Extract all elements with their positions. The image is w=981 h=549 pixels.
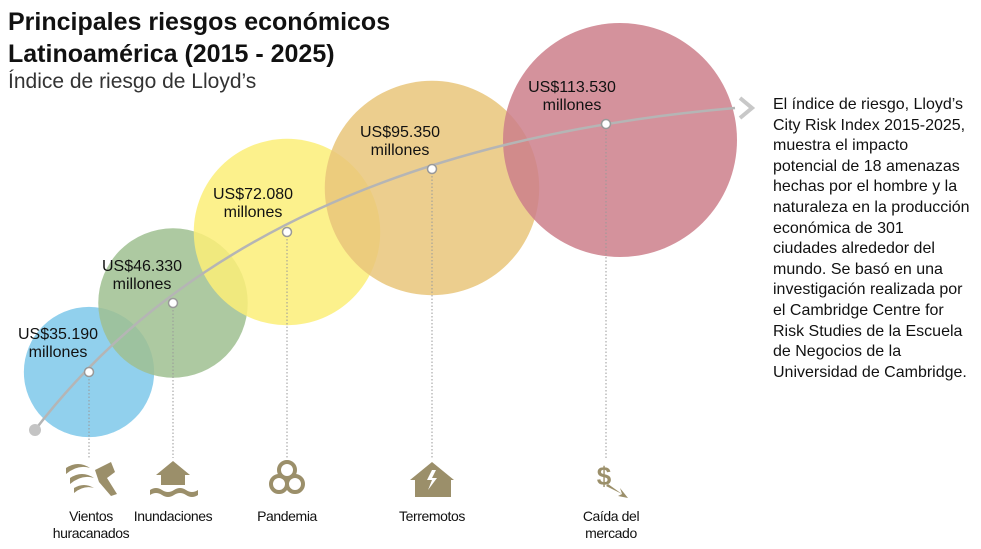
value-label: US$95.350 millones [359,124,441,159]
point [167,297,179,309]
category-label: Terremotos [398,508,466,524]
marks [83,118,612,458]
icon-biohazard [269,460,305,494]
icon-dollar: $ [597,461,612,491]
curve-start [29,424,41,436]
icons: $ [66,460,628,498]
point [83,366,95,378]
category-label: Pandemia [257,508,317,524]
note: El índice de riesgo, Lloyd’s City Risk I… [773,96,970,381]
category-label: Caída del mercado [582,508,640,541]
point [426,163,438,175]
icon-bolt [427,470,437,490]
value-label: US$72.080 millones [212,186,294,221]
icon-wind [66,462,117,496]
point [281,226,293,238]
point [600,118,612,130]
value-label: US$113.530 millones [528,79,616,114]
icon-fall [606,484,628,498]
value-label: US$46.330 millones [101,258,183,293]
category-label: Vientos huracanados [52,508,130,541]
icon-flood [150,461,198,497]
title: Principales riesgos económicos Latinoamé… [8,8,391,68]
value-label: US$35.190 millones [17,326,99,361]
category-label: Inundaciones [133,508,213,524]
bubble [503,23,737,257]
subtitle: Índice de riesgo de Lloyd’s [8,70,257,93]
arrow-head [738,96,756,120]
